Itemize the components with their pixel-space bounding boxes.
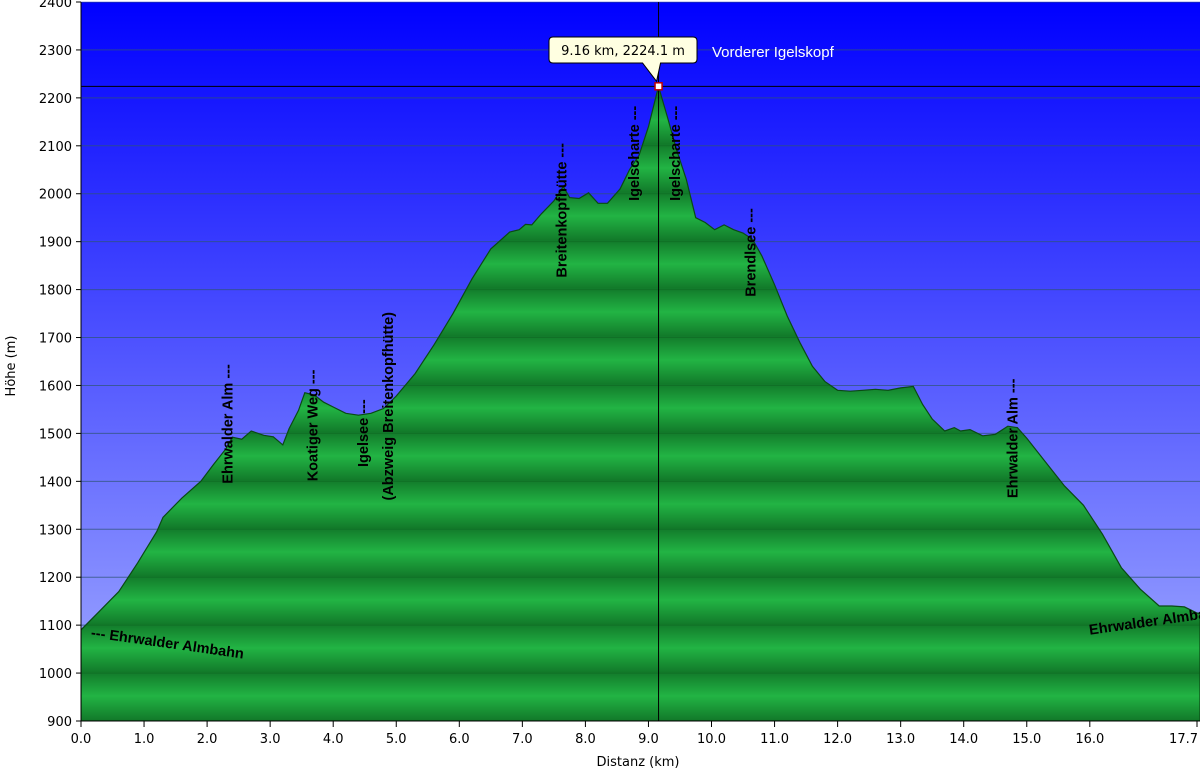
x-tick-label: 0.0: [71, 732, 92, 747]
x-tick-label: 16.0: [1075, 732, 1104, 747]
y-tick-label: 900: [47, 715, 72, 730]
waypoint-label: (Abzweig Breitenkopfhütte): [381, 312, 397, 501]
x-tick-label: 17.7: [1169, 732, 1198, 747]
y-tick-label: 1300: [39, 523, 72, 538]
waypoint-label: Ehrwalder Alm ---: [220, 364, 236, 484]
y-tick-label: 1500: [39, 427, 72, 442]
y-tick-label: 1400: [39, 475, 72, 490]
y-axis-title: Höhe (m): [4, 336, 19, 397]
x-tick-label: 3.0: [260, 732, 281, 747]
waypoint-label: Igelscharte ---: [668, 106, 684, 201]
x-tick-label: 9.0: [638, 732, 659, 747]
waypoint-label: Ehrwalder Alm ---: [1005, 378, 1021, 498]
cursor-crosshair: [81, 2, 1200, 721]
y-tick-label: 1700: [39, 332, 72, 347]
y-tick-label: 2000: [39, 188, 72, 203]
x-tick-label: 4.0: [323, 732, 344, 747]
y-tick-label: 2200: [39, 92, 72, 107]
peak-name-label: Vorderer Igelskopf: [712, 44, 835, 61]
y-tick-label: 1900: [39, 236, 72, 251]
y-tick-label: 1100: [39, 619, 72, 634]
x-axis-ticks: 0.0 1.0 2.0 3.0 4.0 5.0 6.0 7.0 8.0 9.0 10.0 11.0 12…: [71, 721, 1198, 747]
x-tick-label: 12.0: [823, 732, 852, 747]
waypoint-label: Brendlsee ---: [744, 208, 760, 297]
x-tick-label: 5.0: [386, 732, 407, 747]
x-tick-label: 2.0: [197, 732, 218, 747]
x-tick-label: 1.0: [134, 732, 155, 747]
x-tick-label: 14.0: [949, 732, 978, 747]
x-axis-title: Distanz (km): [597, 755, 680, 769]
tooltip-bubble: [548, 36, 698, 83]
waypoint-label: Breitenkopfhütte ---: [555, 143, 571, 278]
profile-area: [81, 2, 1200, 721]
x-tick-label: 8.0: [575, 732, 596, 747]
x-tick-label: 11.0: [760, 732, 789, 747]
waypoint-label: Igelsee ---: [356, 399, 372, 467]
waypoint-label: Koatiger Weg ---: [305, 369, 321, 481]
x-tick-label: 6.0: [449, 732, 470, 747]
elevation-area: [81, 84, 1200, 721]
y-tick-label: 2300: [39, 44, 72, 59]
cursor-marker: [654, 82, 663, 91]
y-tick-label: 1800: [39, 284, 72, 299]
y-tick-label: 1000: [39, 667, 72, 682]
x-tick-label: 10.0: [697, 732, 726, 747]
waypoint-label: Igelscharte ---: [627, 106, 643, 201]
x-tick-label: 15.0: [1012, 732, 1041, 747]
peak-tooltip: 9.16 km, 2224.1 m: [548, 36, 698, 83]
tooltip-text: 9.16 km, 2224.1 m: [561, 44, 685, 59]
y-axis-ticks: 900 1000 1100 1200 1300 1400 1500 1600 1700 1800 1…: [39, 0, 81, 730]
x-tick-label: 7.0: [512, 732, 533, 747]
y-tick-label: 1200: [39, 571, 72, 586]
x-tick-label: 13.0: [886, 732, 915, 747]
y-tick-label: 1600: [39, 379, 72, 394]
y-tick-label: 2100: [39, 140, 72, 155]
axes: [80, 2, 1200, 722]
y-tick-label: 2400: [39, 0, 72, 11]
